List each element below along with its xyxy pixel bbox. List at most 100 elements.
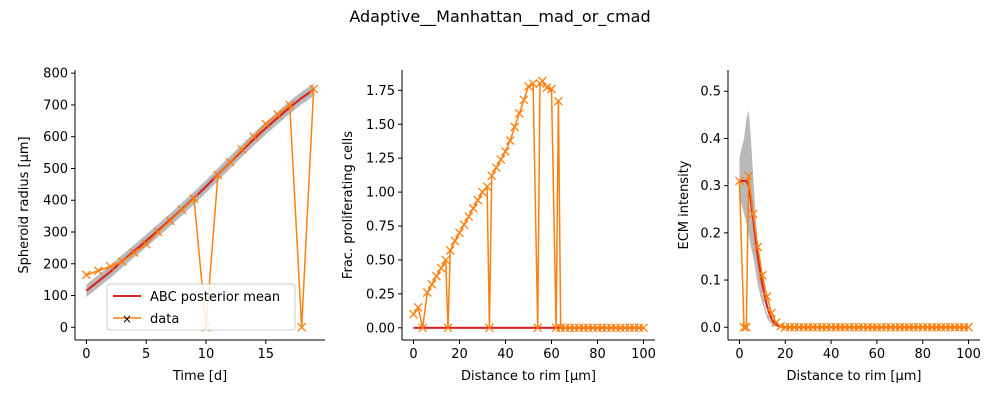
y-tick-label: 700 [43,98,68,113]
data-point [237,144,247,154]
x-tick-label: 40 [823,347,840,362]
x-axis-label: Distance to rim [μm] [787,369,922,384]
y-tick-label: 300 [43,226,68,241]
data-point [105,261,115,271]
data-point [505,136,515,146]
y-tick-label: 0.25 [366,287,395,302]
data-point [165,216,175,226]
data-point [553,96,563,106]
data-point [409,309,418,319]
data-point [297,322,307,332]
data-point [501,146,510,156]
data-point [734,176,744,186]
data-point [767,308,776,318]
x-tick-label: 5 [142,347,150,362]
data-point [496,155,506,165]
y-tick-label: 800 [43,67,68,82]
data-point [141,239,151,249]
data-point [432,271,441,281]
data-point [744,171,754,181]
data-point [225,157,235,167]
data-point [459,220,469,230]
data-point [491,163,501,173]
data-point [533,323,543,333]
x-tick-label: 40 [497,347,514,362]
data-point [757,270,767,280]
x-tick-label: 60 [869,347,886,362]
data-point [418,323,428,333]
data-point [762,292,772,302]
data-point [528,79,538,89]
posterior-sample-band [739,110,969,328]
data-point [537,76,547,86]
posterior-mean-line [739,179,969,329]
data-point [445,245,455,255]
data-point [153,227,163,237]
data-point [81,270,91,280]
data-point [484,323,494,333]
data-point [436,263,446,273]
x-tick-label: 0 [409,347,417,362]
data-point [443,323,453,333]
data-point [93,266,103,276]
y-axis-label: ECM intensity [677,160,692,249]
data-point [547,84,556,94]
x-tick-label: 20 [451,347,468,362]
y-axis-label: Frac. proliferating cells [341,131,356,279]
x-tick-label: 100 [631,347,656,362]
axes-proliferating-cells: Distance to rim [μm] Frac. proliferating… [341,70,656,384]
y-tick-label: 0.75 [366,220,395,235]
y-tick-label: 1.50 [366,118,395,133]
data-point [450,236,460,246]
data-point [482,182,492,192]
data-point [441,255,451,265]
y-tick-label: 0.4 [700,132,721,147]
data-point [464,212,474,221]
x-tick-label: 0 [82,347,90,362]
x-tick-label: 15 [258,347,275,362]
data-point [129,248,139,258]
data-point [285,100,295,110]
data-point [189,194,199,204]
data-point [455,228,464,238]
y-tick-label: 600 [43,130,68,145]
data-point [273,110,283,119]
y-tick-label: 100 [43,289,68,304]
figure-title: Adaptive__Manhattan__mad_or_cmad [349,7,650,27]
data-point [753,242,763,252]
x-tick-label: 0 [735,347,743,362]
data-point [261,119,271,129]
legend-marker-data: × [122,312,132,326]
data-line [412,80,644,329]
y-tick-label: 0.00 [366,321,395,336]
data-point [413,302,423,312]
data-point [468,203,478,213]
data-point [510,122,520,132]
data-point [524,81,533,91]
y-tick-label: 0.50 [366,253,395,268]
data-point [741,322,751,332]
x-tick-label: 60 [543,347,560,362]
x-tick-label: 100 [956,347,981,362]
data-point [639,323,648,333]
x-tick-label: 10 [198,347,215,362]
data-point [739,322,749,332]
data-point [422,288,432,297]
legend-label-posterior-mean: ABC posterior mean [150,290,280,305]
data-point [514,108,524,118]
data-point [117,257,127,267]
legend-label-data: data [150,312,179,327]
y-tick-label: 200 [43,257,68,272]
data-point [249,132,259,142]
data-point [473,195,483,205]
axes-spheroid-radius: Time [d] Spheroid radius [μm] 0 5 10 15 0 100… [17,67,325,384]
x-axis-label: Time [d] [172,369,227,384]
x-axis-label: Distance to rim [μm] [461,369,596,384]
y-tick-label: 500 [43,162,68,177]
x-tick-label: 20 [777,347,794,362]
data-point [519,95,529,105]
y-tick-label: 0 [60,321,68,336]
data-point [748,209,758,219]
data-point [964,322,974,332]
